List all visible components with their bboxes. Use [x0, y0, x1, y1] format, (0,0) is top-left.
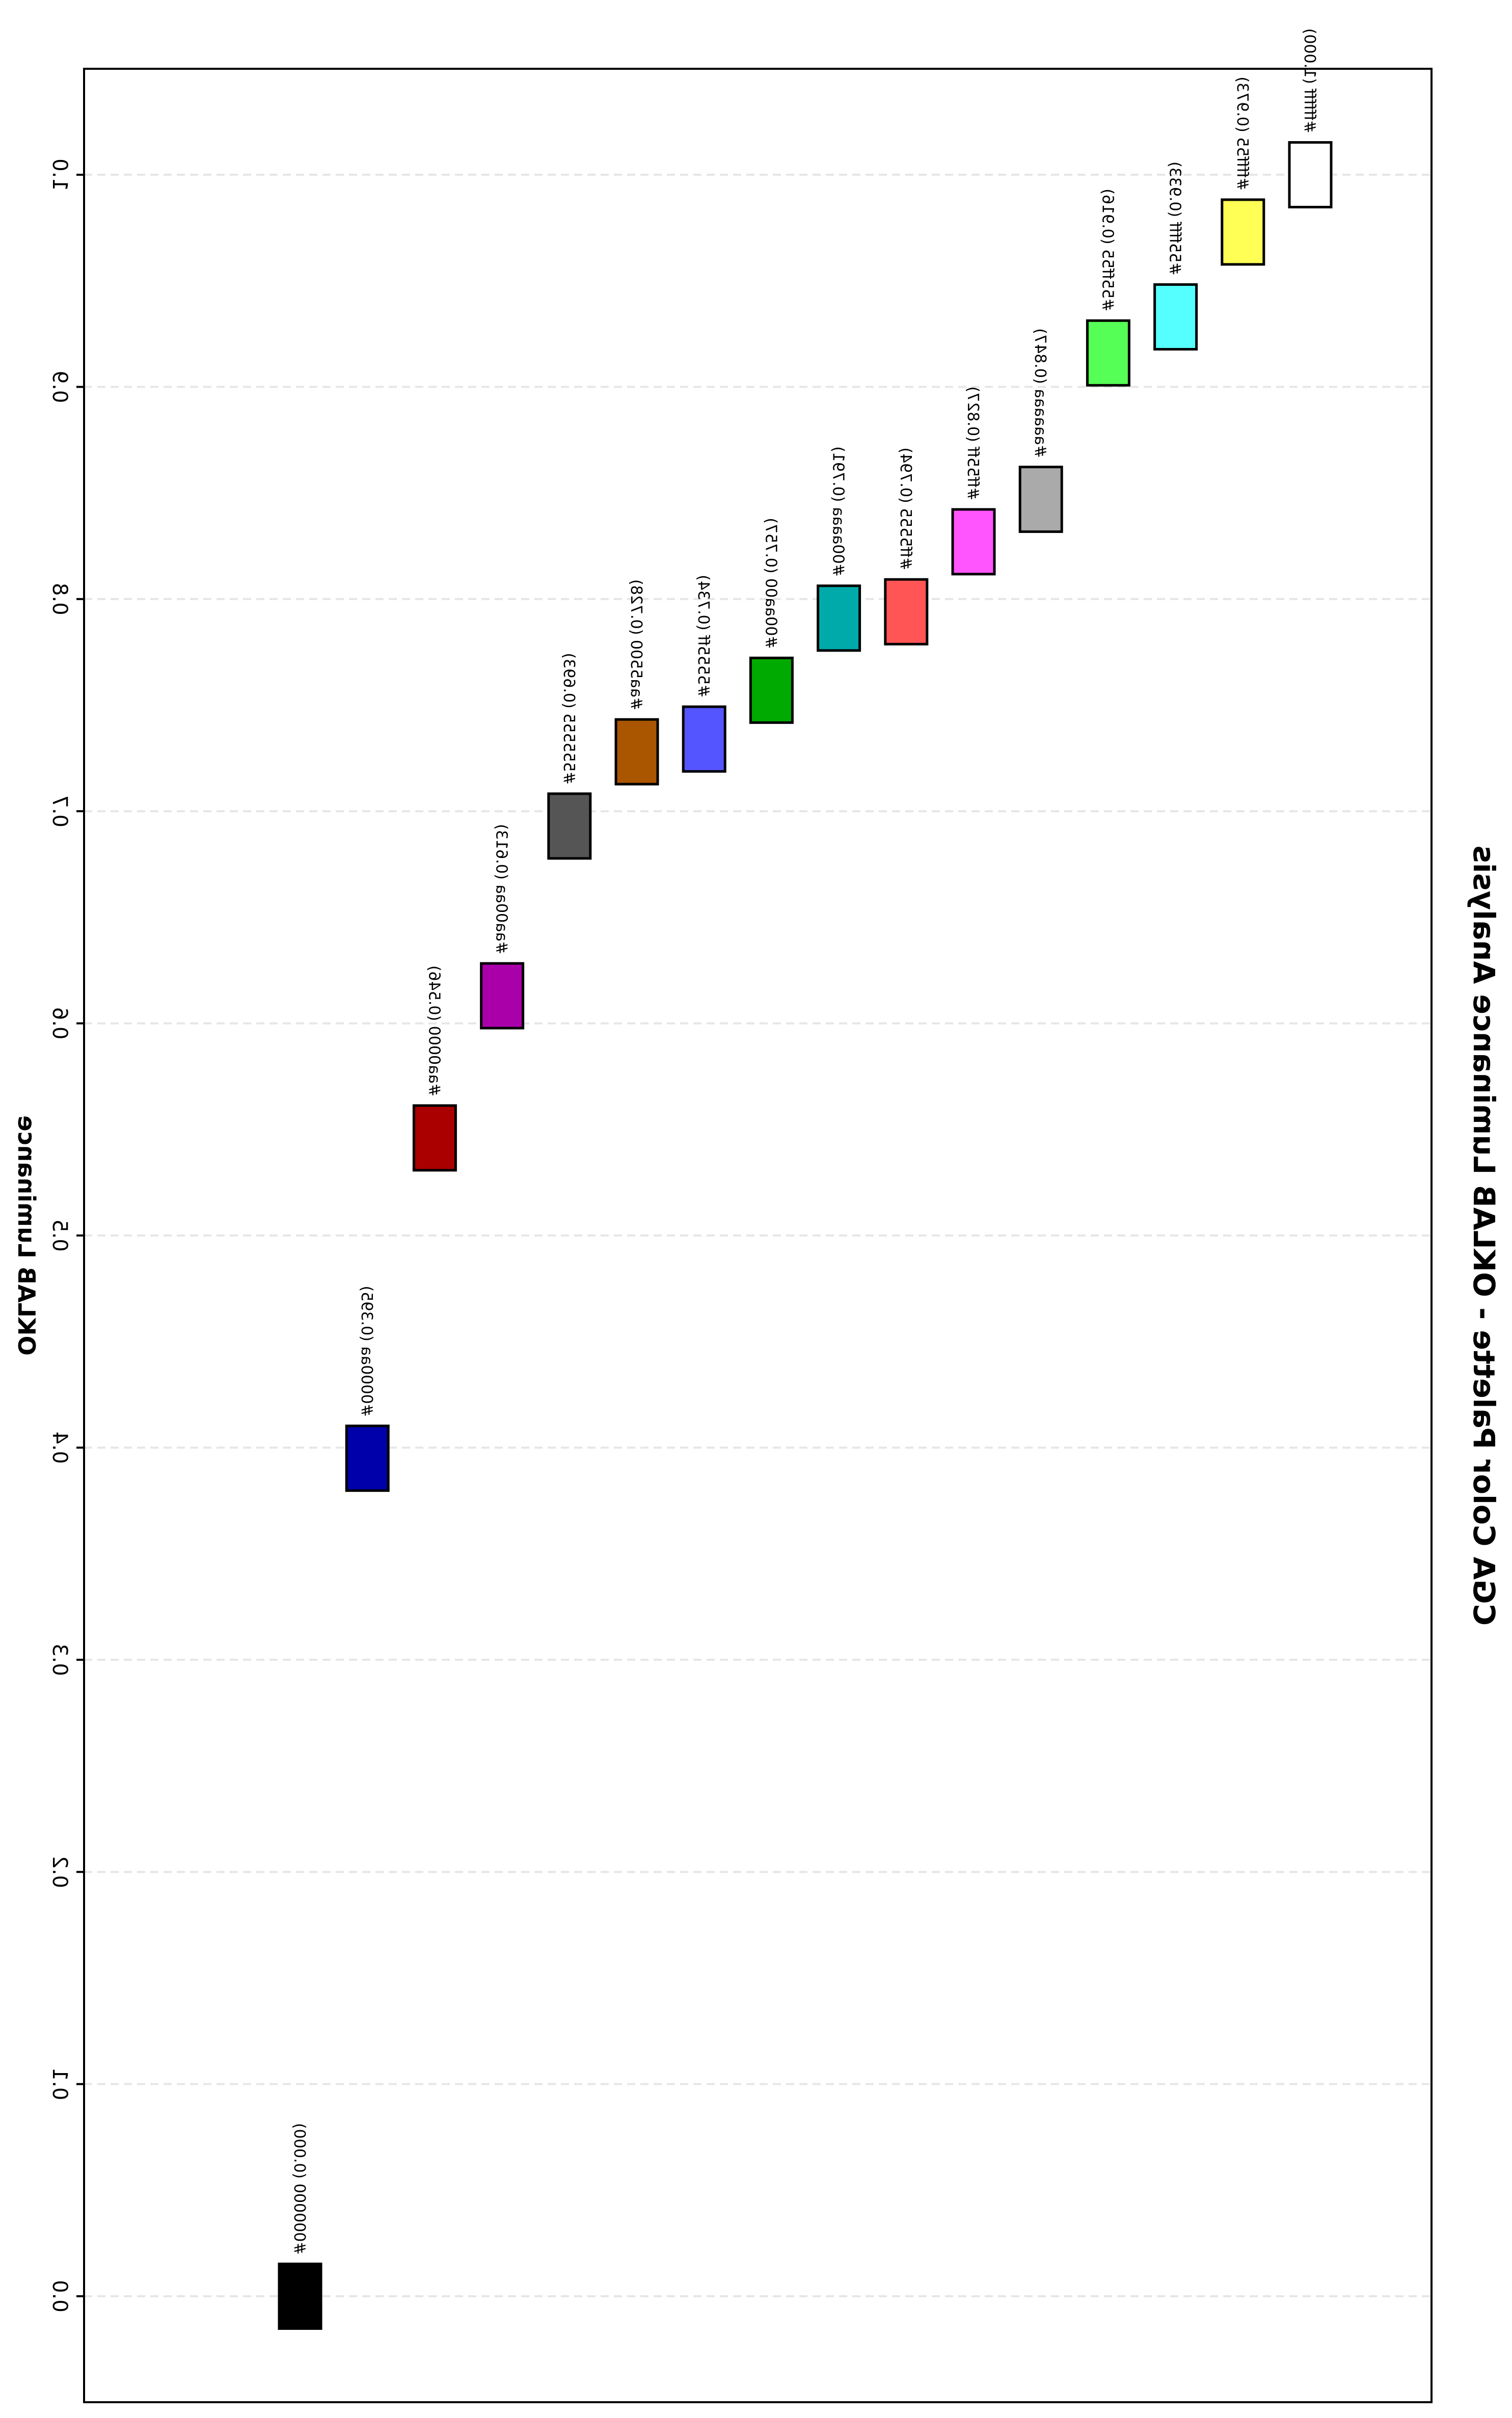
gridlines — [84, 174, 1432, 2297]
color-swatch — [1153, 283, 1198, 351]
chart-title: CGA Color Palette - OKLAB Luminance Anal… — [1467, 845, 1501, 1625]
color-swatch — [817, 584, 861, 652]
y-tick-label: 1.0 — [48, 158, 71, 191]
color-swatch — [951, 508, 996, 576]
y-tick-label: 0.9 — [48, 371, 71, 404]
swatch-label: #555555 (0.693) — [560, 653, 578, 785]
swatch-label: #aa0000 (0.546) — [425, 965, 443, 1096]
color-swatch — [1221, 198, 1265, 266]
y-tick-label: 0.8 — [48, 583, 71, 615]
color-swatch — [480, 962, 525, 1030]
color-swatch — [547, 792, 592, 860]
color-swatch — [614, 718, 659, 786]
y-tick-label: 0.2 — [48, 1856, 71, 1888]
swatch-label: #00aa00 (0.757) — [762, 518, 779, 649]
y-tick-label: 0.4 — [48, 1432, 71, 1464]
swatch-label: #000000 (0.000) — [290, 2123, 308, 2255]
color-swatch — [682, 705, 726, 773]
color-swatch — [412, 1104, 457, 1172]
y-tick-label: 0.0 — [48, 2280, 71, 2313]
color-swatches — [278, 141, 1333, 2330]
color-swatch — [278, 2263, 322, 2330]
y-tick-label: 0.6 — [48, 1007, 71, 1040]
swatch-label: #ffff55 (0.973) — [1233, 76, 1251, 190]
swatch-label: #aaaaaa (0.847) — [1031, 328, 1049, 458]
y-tick-label: 0.5 — [48, 1219, 71, 1252]
swatch-label: #ff5555 (0.794) — [897, 447, 914, 570]
y-axis-title: OKLAB Luminance — [13, 1115, 40, 1356]
swatch-label: #aa5500 (0.728) — [627, 579, 645, 710]
swatch-label: #0000aa (0.395) — [358, 1286, 375, 1417]
color-swatch — [1018, 466, 1063, 533]
y-tick-label: 0.7 — [48, 795, 71, 827]
y-axis-ticks: 0.0 0.1 0.2 0.3 0.4 0.5 0.6 0.7 0.8 0.9 1.0 — [48, 158, 84, 2313]
y-tick-label: 0.1 — [48, 2068, 71, 2101]
swatch-labels: #000000 (0.000) #0000aa (0.395) #aa0000 (0… — [290, 29, 1318, 2255]
swatch-label: #00aaaa (0.791) — [829, 446, 847, 577]
y-tick-label: 0.3 — [48, 1644, 71, 1676]
color-swatch — [1086, 319, 1130, 387]
swatch-label: #ff55ff (0.827) — [964, 386, 982, 500]
color-swatch — [749, 656, 794, 724]
color-swatch — [1288, 141, 1333, 208]
color-swatch — [345, 1425, 390, 1492]
swatch-label: #ffffff (1.000) — [1301, 29, 1318, 133]
swatch-label: #5555ff (0.734) — [694, 575, 712, 697]
color-swatch — [884, 578, 929, 646]
swatch-label: #55ff55 (0.916) — [1098, 189, 1116, 311]
swatch-label: #55ffff (0.933) — [1166, 162, 1184, 275]
swatch-label: #aa00aa (0.613) — [493, 824, 510, 954]
